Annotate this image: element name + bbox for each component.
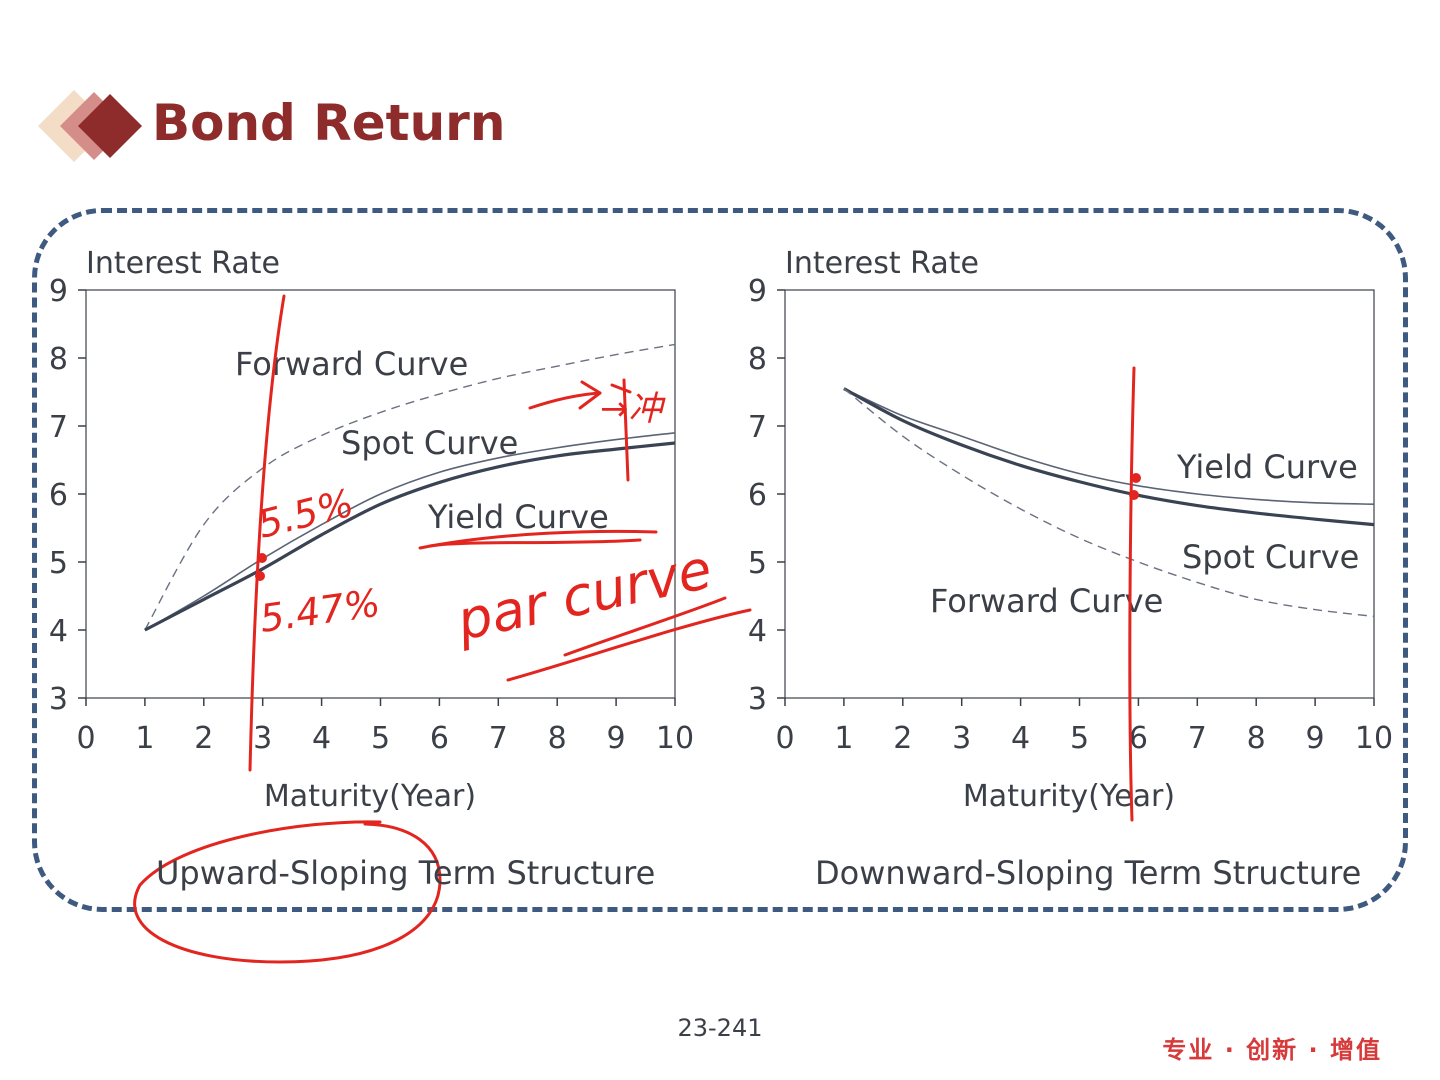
series-label-yield-curve: Yield Curve <box>427 498 609 536</box>
annotation-text: 5.5% <box>254 481 358 547</box>
y-tick-label: 3 <box>49 682 68 717</box>
annotation-dot <box>1129 490 1139 500</box>
slide-title: Bond Return <box>152 94 506 152</box>
series-label-forward-curve: Forward Curve <box>930 582 1163 620</box>
series-label-forward-curve: Forward Curve <box>235 345 468 383</box>
x-tick-label: 10 <box>656 721 694 756</box>
chart-1: 3 4 5 6 7 8 9 0 1 2 3 4 5 6 7 8 9 10 Interest Rate Maturity… <box>748 246 1393 814</box>
x-axis-label: Maturity(Year) <box>963 779 1175 814</box>
x-tick-label: 3 <box>952 721 971 756</box>
annotation-stroke <box>418 529 658 550</box>
x-tick-label: 10 <box>1355 721 1393 756</box>
series-label-yield-curve: Yield Curve <box>1176 448 1358 486</box>
x-tick-label: 7 <box>489 721 508 756</box>
x-tick-label: 1 <box>135 721 154 756</box>
annotation-stroke <box>528 391 602 410</box>
x-tick-label: 6 <box>430 721 449 756</box>
x-tick-label: 9 <box>607 721 626 756</box>
y-tick-label: 8 <box>49 342 68 377</box>
y-tick-label: 4 <box>49 614 68 649</box>
annotation-stroke <box>578 380 602 410</box>
x-tick-label: 0 <box>775 721 794 756</box>
annotation-text: 5.47% <box>257 581 383 641</box>
series-label-spot-curve: Spot Curve <box>341 424 518 462</box>
y-tick-label: 7 <box>748 410 767 445</box>
annotation-stroke <box>133 820 442 964</box>
annotation-stroke <box>622 378 630 482</box>
x-tick-label: 9 <box>1306 721 1325 756</box>
x-tick-label: 5 <box>371 721 390 756</box>
series-line-forward-curve <box>144 343 676 631</box>
page-number: 23-241 <box>677 1014 763 1042</box>
annotation-dot <box>1131 473 1141 483</box>
x-axis-label: Maturity(Year) <box>264 779 476 814</box>
x-tick-label: 0 <box>76 721 95 756</box>
annotation-dot <box>255 571 265 581</box>
x-tick-label: 3 <box>253 721 272 756</box>
y-tick-label: 3 <box>748 682 767 717</box>
x-tick-label: 8 <box>1247 721 1266 756</box>
x-tick-label: 2 <box>194 721 213 756</box>
x-tick-label: 2 <box>893 721 912 756</box>
y-axis-label: Interest Rate <box>785 246 979 281</box>
x-tick-label: 7 <box>1188 721 1207 756</box>
annotation-stroke <box>506 608 752 682</box>
annotation-dot <box>257 553 267 563</box>
chart-subtitle-downward: Downward-Sloping Term Structure <box>815 854 1362 892</box>
annotation-stroke <box>563 596 727 657</box>
x-tick-label: 8 <box>548 721 567 756</box>
annotation-stroke <box>428 538 642 548</box>
y-tick-label: 7 <box>49 410 68 445</box>
slide-header: Bond Return <box>36 88 636 164</box>
x-tick-label: 1 <box>834 721 853 756</box>
y-tick-label: 5 <box>748 546 767 581</box>
series-line-yield-curve <box>144 441 676 632</box>
chart-0: 3 4 5 6 7 8 9 0 1 2 3 4 5 6 7 8 9 10 Interest Rate Maturity… <box>49 246 694 814</box>
series-line-spot-curve <box>144 432 676 631</box>
plot-area-border <box>784 289 1375 699</box>
chart-subtitle-upward: Upward-Sloping Term Structure <box>156 854 656 892</box>
series-label-spot-curve: Spot Curve <box>1182 538 1359 576</box>
x-tick-label: 4 <box>312 721 331 756</box>
x-tick-label: 4 <box>1011 721 1030 756</box>
annotation-stroke <box>610 383 632 394</box>
annotation-text: par curve <box>451 537 717 652</box>
annotation-stroke <box>1128 366 1136 822</box>
y-tick-label: 5 <box>49 546 68 581</box>
series-line-spot-curve <box>843 387 1375 527</box>
chart-frame <box>32 208 1408 912</box>
series-line-yield-curve <box>843 387 1375 505</box>
annotation-text: →冲 <box>600 389 666 429</box>
x-tick-label: 6 <box>1129 721 1148 756</box>
annotation-stroke <box>248 294 286 772</box>
y-tick-label: 9 <box>748 274 767 309</box>
y-tick-label: 6 <box>49 478 68 513</box>
y-tick-label: 6 <box>748 478 767 513</box>
slogan: 专业 · 创新 · 增值 <box>1162 1036 1382 1064</box>
y-tick-label: 9 <box>49 274 68 309</box>
diamond-logo-icon <box>38 90 142 162</box>
y-tick-label: 4 <box>748 614 767 649</box>
x-tick-label: 5 <box>1070 721 1089 756</box>
y-axis-label: Interest Rate <box>86 246 280 281</box>
y-tick-label: 8 <box>748 342 767 377</box>
